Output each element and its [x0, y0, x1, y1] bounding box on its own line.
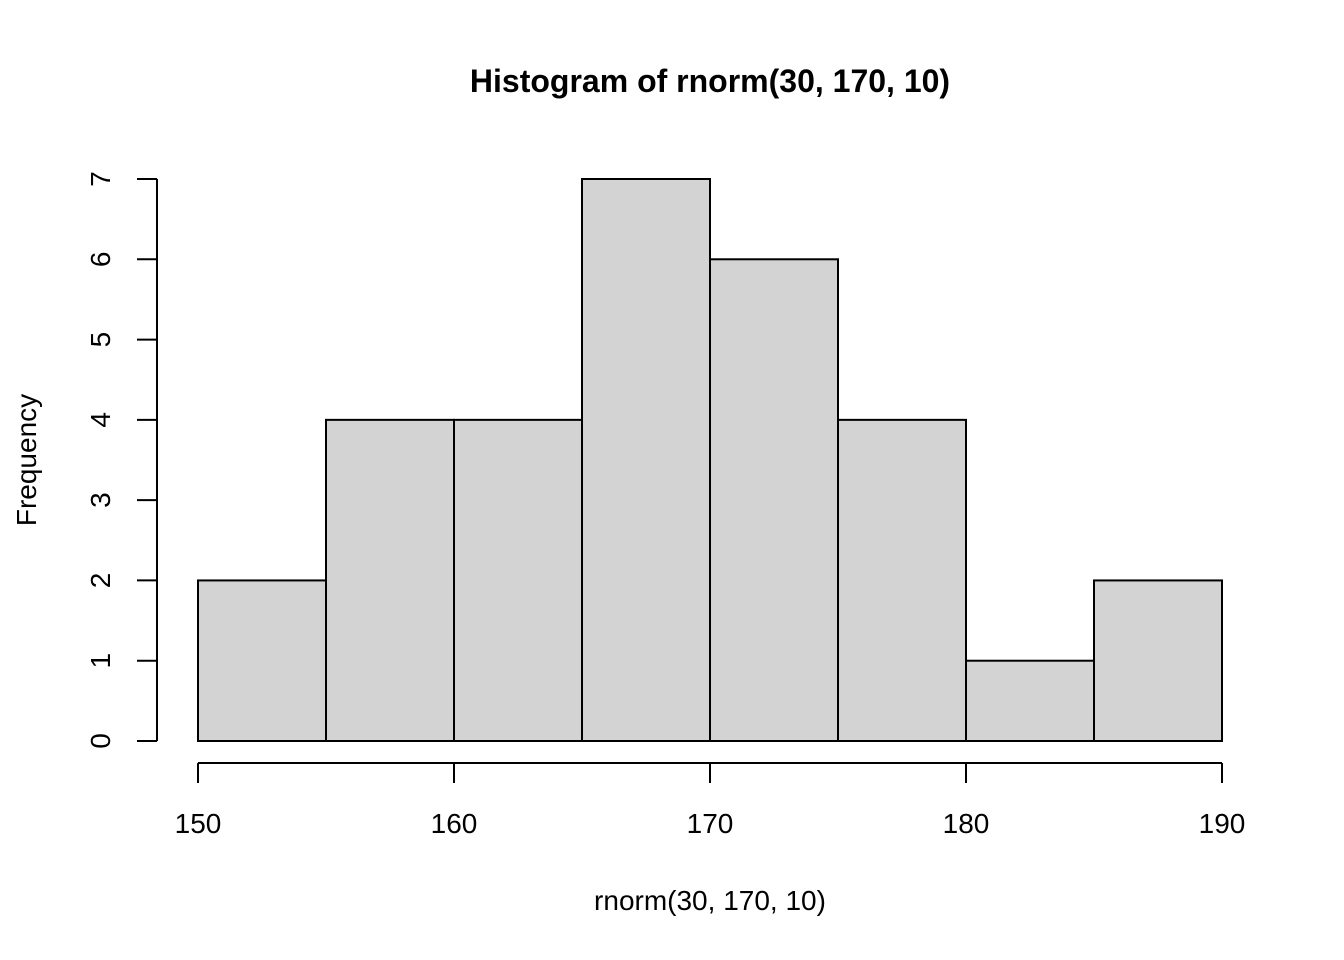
histogram-bar-0: [197, 579, 327, 743]
y-tick-label-6: 6: [85, 251, 116, 267]
y-axis: 0 1 2 3 4 5 6 7: [85, 171, 158, 749]
x-tick-label-0: 150: [175, 808, 222, 839]
y-tick-label-0: 0: [85, 733, 116, 749]
x-axis: 150 160 170 180 190: [175, 762, 1246, 839]
histogram-bar-4: [709, 258, 839, 742]
y-tick-label-7: 7: [85, 171, 116, 187]
y-tick-label-1: 1: [85, 653, 116, 669]
x-tick-label-2: 170: [687, 808, 734, 839]
y-tick-label-2: 2: [85, 573, 116, 589]
y-tick-label-4: 4: [85, 412, 116, 428]
y-axis-label: Frequency: [11, 394, 42, 526]
x-tick-label-3: 180: [943, 808, 990, 839]
histogram-bar-3: [581, 178, 711, 742]
histogram-bar-1: [325, 418, 455, 742]
bars-group: [197, 178, 1223, 743]
histogram-bar-2: [453, 418, 583, 742]
y-tick-label-5: 5: [85, 332, 116, 348]
histogram-bar-6: [965, 659, 1095, 743]
x-tick-label-1: 160: [431, 808, 478, 839]
histogram-bar-7: [1093, 579, 1223, 743]
x-axis-label: rnorm(30, 170, 10): [594, 885, 826, 916]
x-tick-label-4: 190: [1199, 808, 1246, 839]
y-tick-label-3: 3: [85, 492, 116, 508]
chart-title: Histogram of rnorm(30, 170, 10): [470, 63, 950, 99]
histogram-bar-5: [837, 418, 967, 742]
